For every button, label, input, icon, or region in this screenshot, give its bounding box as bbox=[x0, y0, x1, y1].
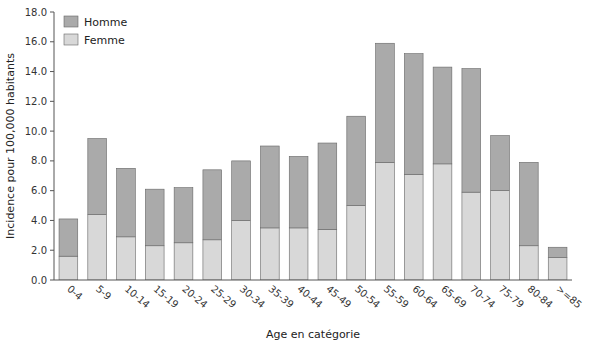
bar-segment bbox=[376, 162, 395, 280]
y-tick-label: 16.0 bbox=[25, 36, 47, 47]
bar-segment bbox=[433, 67, 452, 164]
bar-segment bbox=[347, 116, 366, 205]
y-tick bbox=[50, 131, 54, 132]
bar-segment bbox=[462, 192, 481, 280]
y-tick bbox=[50, 101, 54, 102]
bar-segment bbox=[232, 161, 251, 221]
y-tick-label: 2.0 bbox=[31, 245, 47, 256]
x-tick-label: 10-14 bbox=[123, 283, 152, 310]
bar-segment bbox=[491, 191, 510, 280]
y-tick-label: 14.0 bbox=[25, 66, 47, 77]
bar-segment bbox=[117, 237, 136, 280]
bar-segment bbox=[88, 214, 107, 280]
y-tick-label: 12.0 bbox=[25, 96, 47, 107]
bar-segment bbox=[519, 246, 538, 280]
y-tick bbox=[50, 190, 54, 191]
bar-segment bbox=[462, 69, 481, 193]
y-tick-label: 6.0 bbox=[31, 185, 47, 196]
bar-segment bbox=[318, 229, 337, 280]
bar-segment bbox=[491, 136, 510, 191]
bar-segment bbox=[347, 206, 366, 280]
x-tick-label: 40-44 bbox=[295, 283, 324, 310]
x-tick-label: >=85 bbox=[554, 283, 584, 310]
x-tick-label: 55-59 bbox=[382, 283, 411, 310]
bar-segment bbox=[232, 220, 251, 280]
y-axis-label: Incidence pour 100,000 habitants bbox=[4, 53, 17, 239]
y-tick-label: 10.0 bbox=[25, 126, 47, 137]
bar-segment bbox=[203, 240, 222, 280]
bar-segment bbox=[174, 188, 193, 243]
x-axis-label: Age en catégorie bbox=[266, 328, 360, 341]
x-tick-label: 60-64 bbox=[410, 283, 439, 310]
x-tick-label: 20-24 bbox=[180, 283, 209, 310]
bar-segment bbox=[548, 247, 567, 257]
y-tick bbox=[50, 160, 54, 161]
bar-segment bbox=[174, 243, 193, 280]
bar-segment bbox=[548, 258, 567, 280]
y-tick-label: 0.0 bbox=[31, 275, 47, 286]
x-tick-label: 75-79 bbox=[497, 283, 526, 310]
bars bbox=[59, 43, 567, 280]
y-tick-label: 4.0 bbox=[31, 215, 47, 226]
y-tick bbox=[50, 250, 54, 251]
legend-label: Homme bbox=[84, 16, 127, 29]
bar-segment bbox=[145, 189, 164, 246]
legend-swatch bbox=[64, 16, 78, 27]
x-tick-label: 25-29 bbox=[209, 283, 238, 310]
y-tick-label: 8.0 bbox=[31, 155, 47, 166]
bar-segment bbox=[145, 246, 164, 280]
bar-segment bbox=[59, 219, 78, 256]
bar-segment bbox=[260, 146, 279, 228]
bar-segment bbox=[260, 228, 279, 280]
x-axis-line bbox=[54, 280, 572, 281]
y-tick-label: 18.0 bbox=[25, 7, 47, 18]
bar-segment bbox=[404, 54, 423, 175]
x-tick-label: 35-39 bbox=[267, 283, 296, 310]
bar-segment bbox=[376, 43, 395, 162]
bar-segment bbox=[433, 164, 452, 280]
legend-label: Femme bbox=[84, 34, 125, 47]
y-tick bbox=[50, 280, 54, 281]
x-tick-label: 70-74 bbox=[468, 283, 497, 310]
bar-segment bbox=[289, 156, 308, 227]
legend: Homme Femme bbox=[64, 16, 127, 47]
y-tick bbox=[50, 12, 54, 13]
x-tick-label: 80-84 bbox=[526, 283, 555, 310]
bar-segment bbox=[519, 162, 538, 245]
x-tick-label: 5-9 bbox=[94, 283, 114, 302]
chart-svg: 0.0 2.0 4.0 6.0 8.0 10.0 12.0 14.0 16.0 18.0 0-4 5-… bbox=[0, 0, 606, 344]
bar-segment bbox=[318, 143, 337, 229]
bar-segment bbox=[117, 168, 136, 236]
bar-segment bbox=[88, 139, 107, 215]
chart-container: 0.0 2.0 4.0 6.0 8.0 10.0 12.0 14.0 16.0 18.0 0-4 5-… bbox=[0, 0, 606, 344]
legend-swatch bbox=[64, 34, 78, 45]
bar-segment bbox=[289, 228, 308, 280]
y-tick bbox=[50, 220, 54, 221]
x-tick-label: 0-4 bbox=[65, 283, 85, 302]
x-tick-label: 15-19 bbox=[151, 283, 180, 310]
x-tick-label: 65-69 bbox=[439, 283, 468, 310]
y-tick bbox=[50, 71, 54, 72]
bar-segment bbox=[203, 170, 222, 240]
y-tick bbox=[50, 41, 54, 42]
bar-segment bbox=[404, 174, 423, 280]
bar-segment bbox=[59, 256, 78, 280]
x-tick-label: 45-49 bbox=[324, 283, 353, 310]
y-axis-line bbox=[54, 12, 55, 280]
x-tick-label: 30-34 bbox=[238, 283, 267, 310]
x-tick-label: 50-54 bbox=[353, 283, 382, 310]
